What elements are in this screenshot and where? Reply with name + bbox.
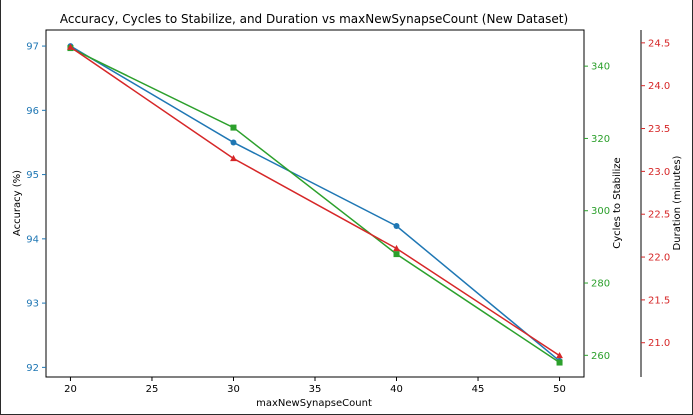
cycles-tick-label: 280 [591,279,610,290]
duration-tick-label: 21.0 [648,338,670,349]
plot-layer: 20 25 30 35 40 45 50 92 93 94 95 96 97 260 280 300 320 34… [26,29,670,395]
accuracy-tick-label: 92 [26,363,39,374]
duration-tick-label: 24.0 [648,81,670,92]
duration-tick-label: 23.5 [648,124,670,135]
accuracy-point [230,139,237,146]
duration-tick-label: 23.0 [648,167,670,178]
duration-point [556,351,563,359]
x-tick-label: 30 [227,384,240,395]
duration-tick-label: 21.5 [648,295,670,306]
cycles-series-line [70,47,560,364]
accuracy-series-line [70,45,561,362]
x-tick-label: 45 [472,384,485,395]
accuracy-point [393,222,400,229]
y-axis-label-cycles: Cycles to Stabilize [612,157,623,248]
duration-point [393,244,400,252]
accuracy-tick-label: 97 [26,42,39,53]
duration-tick-label: 22.5 [648,210,670,221]
accuracy-tick-label: 96 [26,106,39,117]
chart-title: Accuracy, Cycles to Stabilize, and Durat… [60,12,568,26]
x-tick-label: 25 [146,384,159,395]
duration-point [230,154,237,162]
cycles-tick-label: 320 [591,134,610,145]
y-axis-label-duration: Duration (minutes) [672,155,683,250]
y-axis-label-accuracy: Accuracy (%) [12,170,23,236]
cycles-tick-label: 300 [591,206,610,217]
accuracy-tick-label: 95 [26,170,39,181]
accuracy-tick-label: 93 [26,299,39,310]
cycles-point [556,359,563,366]
duration-series-line [70,46,560,357]
duration-point [67,43,74,50]
cycles-tick-label: 340 [591,62,610,73]
cycles-point [393,251,400,258]
x-tick-label: 35 [309,384,322,395]
x-tick-label: 20 [64,384,77,395]
x-axis-label: maxNewSynapseCount [256,398,372,409]
cycles-point [230,124,237,131]
x-tick-label: 50 [553,384,566,395]
duration-tick-label: 22.0 [648,253,670,264]
cycles-tick-label: 260 [591,351,610,362]
duration-tick-label: 24.5 [648,38,670,49]
accuracy-tick-label: 94 [26,234,39,245]
x-tick-label: 40 [390,384,403,395]
